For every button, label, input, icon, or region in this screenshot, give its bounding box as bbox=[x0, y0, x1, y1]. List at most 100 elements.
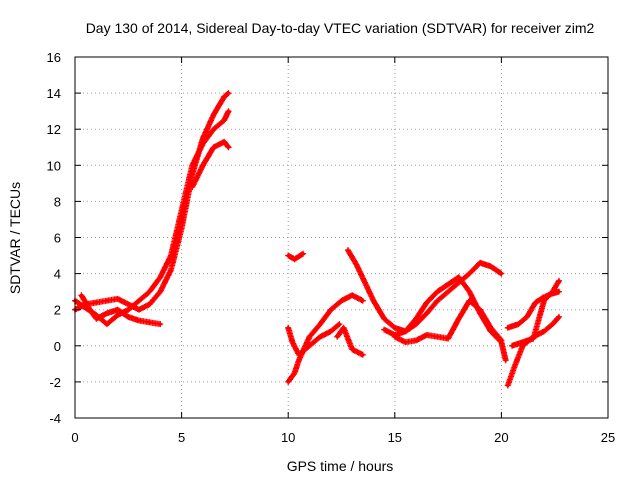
data-point bbox=[393, 326, 397, 330]
data-point bbox=[222, 118, 226, 122]
data-point bbox=[457, 317, 461, 321]
data-point bbox=[126, 308, 130, 312]
data-point bbox=[354, 262, 359, 267]
series-track-d bbox=[189, 138, 232, 190]
data-point bbox=[116, 308, 120, 312]
data-point bbox=[361, 353, 365, 357]
series-track-c bbox=[78, 292, 164, 328]
data-point bbox=[550, 322, 555, 326]
data-point bbox=[222, 95, 226, 99]
data-point bbox=[425, 300, 429, 305]
data-point bbox=[190, 163, 194, 167]
data-point bbox=[88, 308, 92, 312]
y-axis-label: SDTVAR / TECUs bbox=[7, 182, 23, 294]
y-tick-label: 2 bbox=[54, 303, 61, 318]
data-point bbox=[126, 302, 130, 306]
data-point bbox=[180, 226, 184, 231]
data-point bbox=[478, 261, 482, 265]
data-point bbox=[286, 380, 290, 384]
data-point bbox=[94, 300, 98, 305]
data-point bbox=[222, 140, 226, 144]
y-tick-label: 0 bbox=[54, 339, 61, 354]
y-tick-label: 16 bbox=[47, 50, 61, 65]
data-point bbox=[506, 383, 510, 388]
x-tick-label: 0 bbox=[71, 430, 78, 445]
series-track-e bbox=[285, 250, 307, 263]
data-point bbox=[201, 163, 205, 167]
data-point bbox=[489, 264, 493, 268]
data-point bbox=[435, 299, 440, 303]
data-point bbox=[363, 281, 367, 285]
data-point bbox=[446, 282, 450, 287]
data-point bbox=[335, 335, 339, 339]
data-point bbox=[371, 299, 376, 303]
data-point bbox=[478, 308, 482, 312]
data-point bbox=[467, 299, 472, 303]
x-tick-label: 5 bbox=[178, 430, 185, 445]
data-point bbox=[512, 365, 516, 370]
data-point bbox=[169, 268, 173, 272]
data-point bbox=[504, 358, 508, 362]
data-point bbox=[116, 297, 120, 301]
data-point bbox=[290, 340, 295, 344]
data-point bbox=[126, 315, 130, 319]
data-point bbox=[425, 311, 429, 315]
data-point bbox=[489, 326, 493, 330]
data-point bbox=[148, 290, 152, 294]
data-point bbox=[318, 335, 322, 339]
data-point bbox=[105, 299, 109, 303]
data-point bbox=[382, 327, 386, 332]
series-track-n bbox=[509, 277, 562, 349]
data-point bbox=[339, 299, 344, 303]
data-point bbox=[446, 290, 450, 294]
data-point bbox=[301, 252, 305, 256]
data-point bbox=[414, 317, 418, 321]
y-tick-label: 4 bbox=[54, 267, 61, 282]
data-point bbox=[510, 344, 514, 348]
data-point bbox=[105, 322, 109, 326]
data-point bbox=[557, 315, 561, 319]
data-point bbox=[403, 329, 408, 333]
chart-title: Day 130 of 2014, Sidereal Day-to-day VTE… bbox=[86, 20, 595, 36]
x-tick-label: 20 bbox=[494, 430, 508, 445]
data-point bbox=[211, 113, 216, 117]
data-point bbox=[557, 290, 561, 294]
data-point bbox=[158, 290, 162, 294]
data-point bbox=[211, 145, 216, 149]
data-point bbox=[297, 353, 301, 357]
data-point bbox=[457, 275, 461, 279]
data-point bbox=[94, 317, 98, 321]
data-point bbox=[318, 322, 322, 326]
data-point bbox=[137, 308, 141, 312]
data-point bbox=[158, 275, 162, 279]
data-point bbox=[521, 340, 525, 344]
y-tick-label: 6 bbox=[54, 231, 61, 246]
data-point bbox=[116, 313, 120, 317]
data-point bbox=[346, 248, 350, 252]
data-point bbox=[292, 371, 297, 375]
data-point bbox=[350, 293, 354, 297]
data-point bbox=[531, 336, 535, 341]
x-tick-label: 15 bbox=[388, 430, 402, 445]
data-point bbox=[425, 333, 429, 337]
data-point bbox=[499, 338, 503, 342]
y-tick-label: 14 bbox=[47, 86, 61, 101]
data-point bbox=[382, 317, 386, 321]
data-point bbox=[79, 293, 83, 297]
data-point bbox=[286, 326, 290, 330]
data-point bbox=[525, 315, 529, 319]
x-tick-label: 10 bbox=[281, 430, 295, 445]
y-tick-label: -4 bbox=[49, 411, 61, 426]
data-point bbox=[467, 272, 472, 276]
data-point bbox=[393, 335, 397, 339]
data-point bbox=[226, 109, 231, 113]
data-point bbox=[297, 358, 301, 362]
data-point bbox=[516, 322, 521, 326]
data-point bbox=[286, 253, 290, 258]
series-track-f bbox=[285, 292, 366, 385]
data-point bbox=[211, 127, 216, 131]
data-point bbox=[435, 335, 440, 339]
data-point bbox=[435, 290, 440, 294]
